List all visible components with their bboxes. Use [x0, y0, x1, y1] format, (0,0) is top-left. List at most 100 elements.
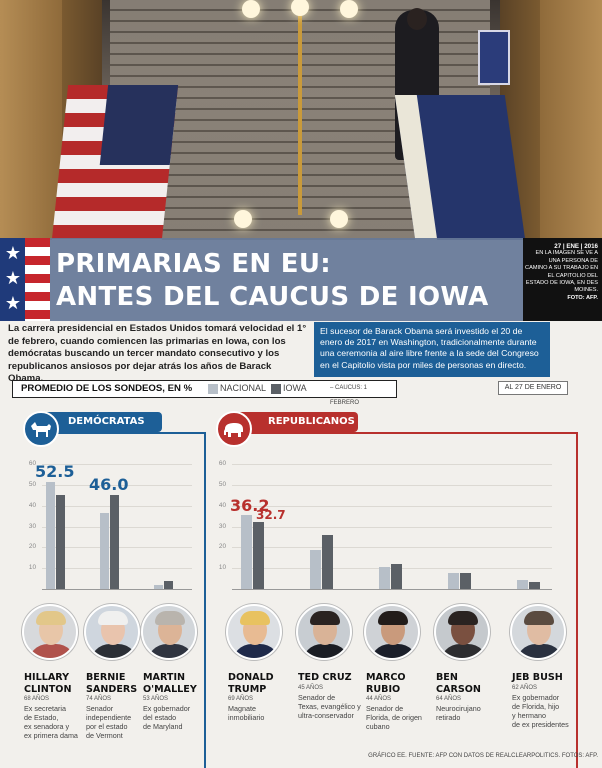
candidate-description: Ex secretaria de Estado, ex senadora y e…	[24, 704, 78, 740]
bar-nacional	[310, 550, 321, 589]
legend-caucus-note: – CAUCUS: 1 FEBRERO	[330, 385, 368, 406]
date-tag: AL 27 DE ENERO	[498, 381, 568, 395]
candidate-description: Senador independiente por el estado de V…	[86, 704, 132, 740]
bar-nacional	[517, 579, 528, 589]
gridline	[232, 505, 552, 507]
bar-iowa	[391, 564, 402, 589]
candidate-description: Ex gobernador del estado de Maryland	[143, 704, 191, 731]
bar-nacional	[379, 567, 390, 589]
bar-nacional	[448, 573, 459, 589]
flag-strip: ★ ★ ★	[0, 238, 50, 321]
candidate-avatar	[141, 604, 197, 660]
star-icon: ★	[4, 243, 22, 264]
y-tick-label: 20	[28, 543, 36, 551]
avatar-suit	[440, 644, 488, 658]
gridline	[232, 484, 552, 486]
candidate-age: 45 AÑOS	[298, 684, 324, 691]
bar-iowa	[56, 495, 65, 589]
avatar-hair	[98, 611, 128, 625]
candidate-age: 68 AÑOS	[24, 696, 50, 702]
candidate-age: 69 AÑOS	[228, 696, 254, 702]
candidate-description: Magnate inmobiliario	[228, 704, 265, 722]
photo-iowa-flag	[394, 95, 526, 240]
candidate-avatar	[510, 604, 566, 660]
candidate-description: Neurocirujano retirado	[436, 704, 481, 722]
candidate-avatar	[226, 604, 282, 660]
legend-bar: PROMEDIO DE LOS SONDEOS, EN % NACIONAL I…	[12, 380, 397, 406]
y-tick-label: 10	[218, 564, 226, 572]
candidate-description: Senador de Florida, de origen cubano	[366, 704, 422, 731]
title-line-2: ANTES DEL CAUCUS DE IOWA	[56, 282, 489, 312]
gridline	[42, 484, 192, 486]
caption-credit: FOTO: AFP.	[567, 294, 598, 301]
baseline	[232, 589, 552, 590]
rep-party-tag: REPUBLICANOS	[240, 412, 358, 432]
y-tick-label: 30	[218, 522, 226, 530]
candidate-name: HILLARY CLINTON	[24, 672, 72, 695]
caption-text: EN LA IMAGEN SE VE A UNA PERSONA DE CAMI…	[525, 250, 598, 294]
data-label-nacional: 36.2	[230, 495, 270, 515]
legend-label-nacional: NACIONAL	[220, 383, 267, 393]
candidate-age: 53 AÑOS	[143, 696, 169, 702]
bar-iowa	[253, 522, 264, 589]
candidate-name: JEB BUSH	[512, 672, 563, 683]
data-label-nacional: 52.5	[35, 461, 75, 481]
candidate-avatar	[364, 604, 420, 660]
header-photo	[0, 0, 602, 240]
legend-swatch-iowa	[271, 384, 281, 394]
candidate-age: 74 AÑOS	[86, 696, 112, 702]
avatar-suit	[147, 644, 195, 658]
title-band	[0, 238, 602, 321]
legend-label-iowa: IOWA	[283, 383, 307, 393]
candidate-description: Ex gobernador de Florida, hijo y hermano…	[512, 692, 569, 729]
donkey-icon	[23, 411, 59, 447]
y-tick-label: 60	[218, 460, 226, 467]
avatar-suit	[302, 644, 350, 658]
bar-nacional	[154, 584, 163, 589]
candidate-age: 64 AÑOS	[436, 696, 462, 702]
candidate-age: 62 AÑOS	[512, 684, 538, 691]
avatar-hair	[240, 611, 270, 625]
candidate-avatar	[296, 604, 352, 660]
gridline	[232, 526, 552, 528]
caption-date: 27 | ENE | 2016	[554, 243, 598, 250]
candidate-avatar	[434, 604, 490, 660]
title-line-1: PRIMARIAS EN EU:	[56, 249, 331, 279]
candidate-name: TED CRUZ	[298, 672, 352, 683]
baseline	[42, 589, 192, 590]
avatar-suit	[232, 644, 280, 658]
avatar-suit	[28, 644, 76, 658]
avatar-hair	[524, 611, 554, 625]
gridline	[232, 464, 552, 465]
bar-iowa	[460, 573, 471, 589]
candidate-name: BERNIE SANDERS	[86, 672, 138, 695]
dem-party-tag: DEMÓCRATAS	[40, 412, 162, 432]
star-icon: ★	[4, 293, 22, 314]
candidate-name: MARTIN O'MALLEY	[143, 672, 197, 695]
photo-banner	[478, 30, 510, 85]
info-box: El sucesor de Barack Obama será investid…	[314, 322, 550, 377]
elephant-icon	[216, 411, 252, 447]
avatar-hair	[155, 611, 185, 625]
data-label-nacional: 46.0	[89, 475, 129, 495]
candidate-name: BEN CARSON	[436, 672, 481, 695]
avatar-suit	[370, 644, 418, 658]
avatar-hair	[310, 611, 340, 625]
data-label-iowa: 32.7	[256, 507, 286, 522]
legend-swatch-nacional	[208, 384, 218, 394]
photo-us-flag	[51, 85, 179, 240]
y-tick-label: 40	[218, 501, 226, 509]
page-title: PRIMARIAS EN EU: ANTES DEL CAUCUS DE IOW…	[56, 248, 516, 314]
bar-iowa	[322, 534, 333, 589]
y-tick-label: 60	[28, 460, 36, 467]
footer-credits: GRÁFICO EE. FUENTE: AFP CON DATOS DE REA…	[368, 753, 598, 759]
y-tick-label: 50	[218, 480, 226, 488]
rep-panel-border	[240, 432, 578, 768]
candidate-avatar	[22, 604, 78, 660]
legend-title: PROMEDIO DE LOS SONDEOS, EN %	[21, 383, 193, 394]
intro-text: La carrera presidencial en Estados Unido…	[8, 323, 307, 385]
photo-wall-right	[532, 0, 602, 240]
candidate-age: 44 AÑOS	[366, 696, 392, 702]
avatar-hair	[36, 611, 66, 625]
gridline	[232, 547, 552, 549]
